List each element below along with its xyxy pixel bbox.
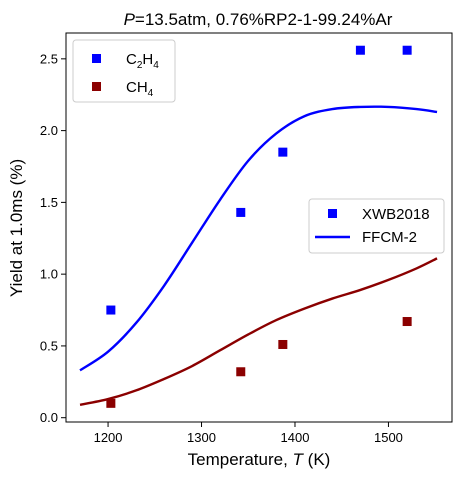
series-1-point: [106, 398, 116, 408]
series-0-point: [402, 45, 412, 55]
legend-ch4-label: CH4: [126, 79, 154, 99]
legend-xwb2018-label: XWB2018: [362, 206, 430, 223]
x-tick-label: 1200: [94, 430, 123, 445]
series-0-point: [278, 147, 288, 157]
y-tick-label: 1.5: [40, 195, 58, 210]
legend-xwb2018-marker: [328, 209, 337, 218]
legend-ffcm2-label: FFCM-2: [362, 229, 417, 246]
legend-source-box: [308, 198, 445, 254]
data-markers: [106, 45, 412, 408]
y-tick-label: 0.0: [40, 410, 58, 425]
x-axis-label-prefix: Temperature,: [188, 450, 293, 469]
y-tick-label: 2.0: [40, 123, 58, 138]
chart-title: P=13.5atm, 0.76%RP2-1-99.24%Ar: [124, 10, 393, 29]
x-axis-label: Temperature, T (K): [188, 450, 331, 469]
series-1-point: [278, 339, 288, 349]
legend-c2h4-marker: [92, 54, 101, 63]
legend-species-box: [72, 39, 176, 103]
series-0-point: [106, 305, 116, 315]
y-tick-label: 0.5: [40, 338, 58, 353]
x-tick-label: 1300: [187, 430, 216, 445]
series-0-point: [355, 45, 365, 55]
axis-ticks: 1200 1300 1400 1500 0.0 0.5 1.0 1.5 2.0 2.5: [40, 51, 403, 445]
series-line-3: [79, 257, 438, 406]
series-1-point: [402, 317, 412, 327]
y-axis-label: Yield at 1.0ms (%): [7, 159, 26, 297]
legend-species: C2H4 CH4: [72, 39, 176, 103]
series-line-2: [79, 105, 438, 372]
chart-title-italic: P: [124, 10, 136, 29]
y-tick-label: 1.0: [40, 267, 58, 282]
model-lines: [79, 105, 438, 406]
y-tick-label: 2.5: [40, 51, 58, 66]
legend-source: XWB2018 FFCM-2: [308, 198, 445, 254]
x-axis-label-italic: T: [293, 450, 305, 469]
x-tick-label: 1500: [374, 430, 403, 445]
chart-title-rest: =13.5atm, 0.76%RP2-1-99.24%Ar: [135, 10, 393, 29]
legend-ch4-marker: [92, 82, 101, 91]
series-1-point: [236, 367, 246, 377]
x-tick-label: 1400: [281, 430, 310, 445]
series-0-point: [236, 207, 246, 217]
legend-c2h4-label: C2H4: [126, 51, 159, 71]
x-axis-label-suffix: (K): [303, 450, 330, 469]
